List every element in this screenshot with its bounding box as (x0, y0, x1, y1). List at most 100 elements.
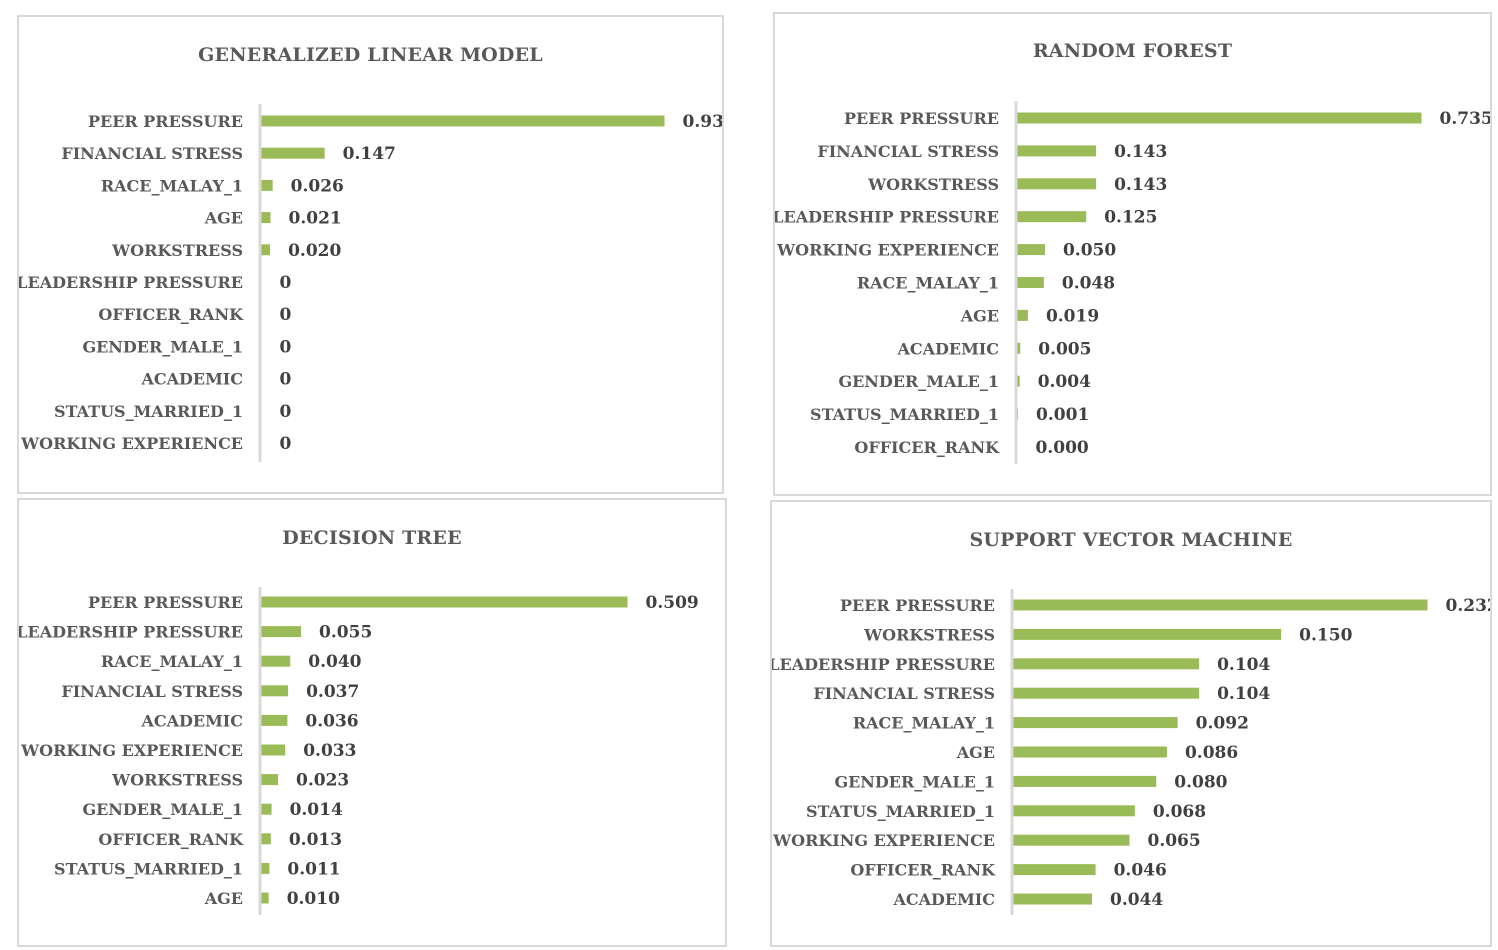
category-label: LEADERSHIP PRESSURE (772, 655, 995, 674)
bar (1013, 893, 1093, 905)
category-label: AGE (956, 743, 995, 762)
category-label: AGE (204, 209, 243, 228)
category-label: RACE_MALAY_1 (101, 176, 243, 195)
category-label: RACE_MALAY_1 (853, 714, 995, 733)
data-label: 0.232 (1446, 596, 1491, 616)
category-label: WORKING EXPERIENCE (776, 241, 999, 260)
data-label: 0.040 (308, 652, 361, 672)
category-label: STATUS_MARRIED_1 (806, 802, 995, 821)
bar (1017, 178, 1097, 190)
bar (1013, 805, 1135, 817)
category-label: WORKING EXPERIENCE (772, 831, 995, 850)
category-label: WORKING EXPERIENCE (20, 741, 243, 760)
bar (1013, 628, 1282, 640)
bar (261, 596, 628, 608)
data-label: 0.026 (291, 176, 344, 196)
data-label: 0.044 (1110, 890, 1163, 910)
data-label: 0.143 (1114, 142, 1167, 162)
category-label: ACADEMIC (140, 370, 243, 389)
bar (261, 833, 271, 845)
data-label: 0.048 (1062, 274, 1115, 294)
category-label: STATUS_MARRIED_1 (810, 405, 999, 424)
category-label: RACE_MALAY_1 (101, 652, 243, 671)
bar (261, 714, 288, 726)
category-label: WORKSTRESS (111, 771, 243, 790)
bar-chart-svm: PEER PRESSURE 0.232 WORKSTRESS 0.150 LEADERS… (772, 589, 1491, 915)
category-label: OFFICER_RANK (850, 861, 996, 880)
data-label: 0 (280, 370, 292, 390)
bar (1017, 309, 1028, 321)
data-label: 0.092 (1196, 714, 1249, 734)
category-label: FINANCIAL STRESS (61, 144, 243, 163)
bar (261, 626, 302, 638)
bar-chart-glm: PEER PRESSURE 0.938 FINANCIAL STRESS 0.147 R… (19, 104, 723, 462)
data-label: 0.014 (290, 800, 343, 820)
category-label: WORKSTRESS (863, 625, 995, 644)
bar (261, 774, 279, 786)
data-label: 0.050 (1063, 241, 1116, 261)
chart-panel-svm: SUPPORT VECTOR MACHINE PEER PRESSURE 0.23… (770, 500, 1492, 947)
bar (261, 655, 291, 667)
bar (1017, 408, 1019, 420)
category-label: PEER PRESSURE (88, 593, 243, 612)
category-label: LEADERSHIP PRESSURE (19, 623, 243, 642)
category-label: LEADERSHIP PRESSURE (775, 208, 999, 227)
data-label: 0.004 (1038, 372, 1091, 392)
category-label: ACADEMIC (896, 339, 999, 358)
data-label: 0.080 (1174, 772, 1227, 792)
chart-title: DECISION TREE (282, 527, 462, 549)
category-label: ACADEMIC (892, 890, 995, 909)
data-label: 0.037 (306, 682, 359, 702)
category-label: WORKSTRESS (111, 241, 243, 260)
data-label: 0.938 (683, 112, 723, 132)
chart-panel-random-forest: RANDOM FOREST PEER PRESSURE 0.735 FINANCIA… (773, 12, 1492, 496)
category-label: FINANCIAL STRESS (817, 142, 999, 161)
category-label: GENDER_MALE_1 (834, 772, 995, 791)
category-label: WORKING EXPERIENCE (20, 434, 243, 453)
bar (261, 892, 269, 904)
bar (1013, 687, 1200, 699)
chart-title: GENERALIZED LINEAR MODEL (198, 44, 543, 66)
chart-panel-glm: GENERALIZED LINEAR MODEL PEER PRESSURE 0.… (17, 15, 724, 494)
data-label: 0.005 (1038, 339, 1091, 359)
data-label: 0 (280, 273, 292, 293)
category-label: PEER PRESSURE (844, 109, 999, 128)
data-label: 0.019 (1046, 306, 1099, 326)
bar (1017, 145, 1097, 157)
bar (1013, 834, 1130, 846)
chart-title: SUPPORT VECTOR MACHINE (969, 529, 1293, 551)
data-label: 0.086 (1185, 743, 1238, 763)
category-label: FINANCIAL STRESS (813, 684, 995, 703)
bar-chart-decision-tree: PEER PRESSURE 0.509 LEADERSHIP PRESSURE 0.0… (19, 587, 699, 915)
data-label: 0 (280, 402, 292, 422)
bar (261, 803, 272, 815)
category-label: STATUS_MARRIED_1 (54, 402, 243, 421)
data-label: 0.033 (303, 741, 356, 761)
data-label: 0.055 (319, 623, 372, 643)
bar (1017, 112, 1422, 124)
category-label: WORKSTRESS (867, 175, 999, 194)
category-label: LEADERSHIP PRESSURE (19, 273, 243, 292)
data-label: 0.104 (1217, 684, 1270, 704)
data-label: 0.068 (1153, 802, 1206, 822)
bar-chart-random-forest: PEER PRESSURE 0.735 FINANCIAL STRESS 0.143 W… (775, 101, 1491, 464)
category-label: AGE (960, 306, 999, 325)
data-label: 0.147 (343, 144, 396, 164)
category-label: RACE_MALAY_1 (857, 274, 999, 293)
bar (261, 744, 286, 756)
bar (1013, 599, 1428, 611)
data-label: 0 (280, 337, 292, 357)
data-label: 0 (280, 305, 292, 325)
category-label: STATUS_MARRIED_1 (54, 859, 243, 878)
category-label: PEER PRESSURE (840, 596, 995, 615)
data-label: 0.001 (1036, 405, 1089, 425)
bar (1013, 746, 1167, 758)
data-label: 0.023 (296, 771, 349, 791)
bar (1017, 277, 1044, 288)
chart-panel-decision-tree: DECISION TREE PEER PRESSURE 0.509 LEADERSH… (17, 498, 727, 947)
bar (1013, 717, 1178, 729)
category-label: OFFICER_RANK (854, 438, 1000, 457)
data-label: 0.735 (1440, 109, 1491, 129)
bar (261, 212, 271, 224)
bar (1017, 375, 1020, 387)
